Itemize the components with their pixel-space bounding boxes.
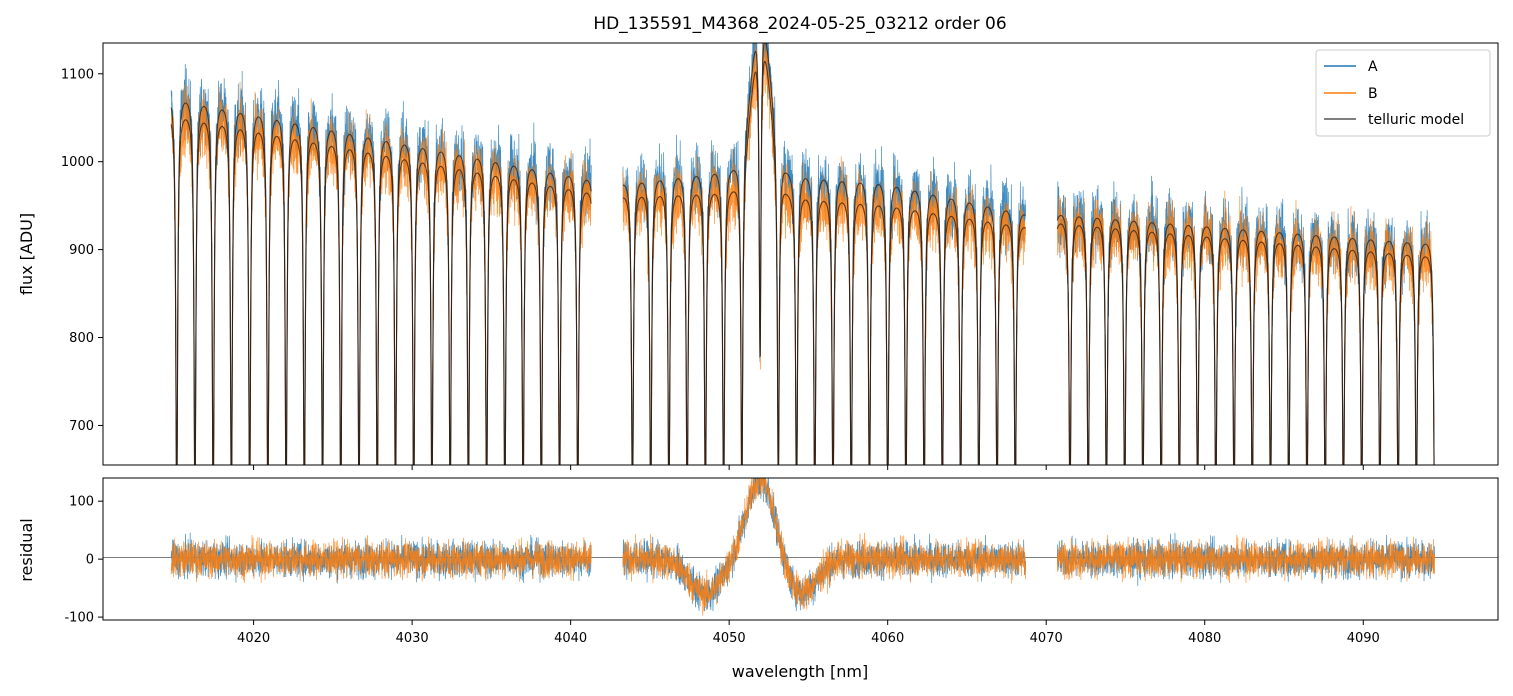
main-y-tick-label: 700 xyxy=(69,419,94,434)
legend-label-b: B xyxy=(1368,86,1378,102)
residual-b-line-segment-1 xyxy=(170,534,592,583)
residual-plot-area xyxy=(170,478,1435,616)
series-b-line-segment-2 xyxy=(622,43,1026,465)
chart-title: HD_135591_M4368_2024-05-25_03212 order 0… xyxy=(593,14,1006,34)
residual-b-line-segment-2 xyxy=(622,478,1026,616)
series-a-line-segment-1 xyxy=(170,63,592,465)
series-b-line-segment-3 xyxy=(1056,190,1435,465)
x-tick-label: 4060 xyxy=(871,631,904,646)
x-tick-label: 4050 xyxy=(713,631,746,646)
x-tick-label: 4090 xyxy=(1347,631,1380,646)
legend-frame xyxy=(1315,49,1491,137)
main-y-axis-label: flux [ADU] xyxy=(17,213,36,295)
residual-y-axis-label: residual xyxy=(17,518,36,581)
main-y-tick-label: 800 xyxy=(69,331,94,346)
main-axes-frame xyxy=(102,42,1499,466)
telluric-model-a-line-segment-3 xyxy=(1056,214,1435,465)
x-tick-label: 4020 xyxy=(237,631,270,646)
residual-b-line-segment-3 xyxy=(1056,534,1435,583)
residual-y-tick-label: -100 xyxy=(64,611,94,626)
residual-panel: -100 0 100 4020 4030 4040 4050 4060 4070 4080 409… xyxy=(17,477,1499,681)
residual-a-line-segment-2 xyxy=(622,478,1026,612)
x-tick-label: 4070 xyxy=(1030,631,1063,646)
residual-y-axis: -100 0 100 xyxy=(64,495,103,626)
telluric-model-a-line-segment-2 xyxy=(622,43,1026,465)
x-tick-label: 4040 xyxy=(554,631,587,646)
residual-y-tick-label: 100 xyxy=(69,495,94,510)
main-y-tick-label: 1000 xyxy=(61,155,94,170)
legend-label-a: A xyxy=(1368,59,1378,75)
residual-x-axis: 4020 4030 4040 4050 4060 4070 4080 4090 xyxy=(237,620,1380,646)
legend: A B telluric model xyxy=(1315,49,1491,137)
main-panel: 700 800 900 1000 1100 flux [ADU] xyxy=(17,42,1499,470)
telluric-model-b-line-segment-3 xyxy=(1056,223,1435,465)
legend-label-model: telluric model xyxy=(1368,112,1464,128)
main-plot-area xyxy=(170,43,1435,465)
x-tick-label: 4080 xyxy=(1188,631,1221,646)
residual-y-tick-label: 0 xyxy=(86,553,94,568)
main-y-tick-label: 1100 xyxy=(61,67,94,82)
main-y-axis: 700 800 900 1000 1100 xyxy=(61,67,103,434)
x-axis-label: wavelength [nm] xyxy=(732,662,869,681)
main-y-tick-label: 900 xyxy=(69,243,94,258)
telluric-model-b-line-segment-1 xyxy=(170,119,592,465)
residual-axes-frame xyxy=(102,477,1499,621)
x-tick-label: 4030 xyxy=(396,631,429,646)
main-x-axis xyxy=(253,465,1364,470)
telluric-model-b-line-segment-2 xyxy=(622,60,1026,465)
